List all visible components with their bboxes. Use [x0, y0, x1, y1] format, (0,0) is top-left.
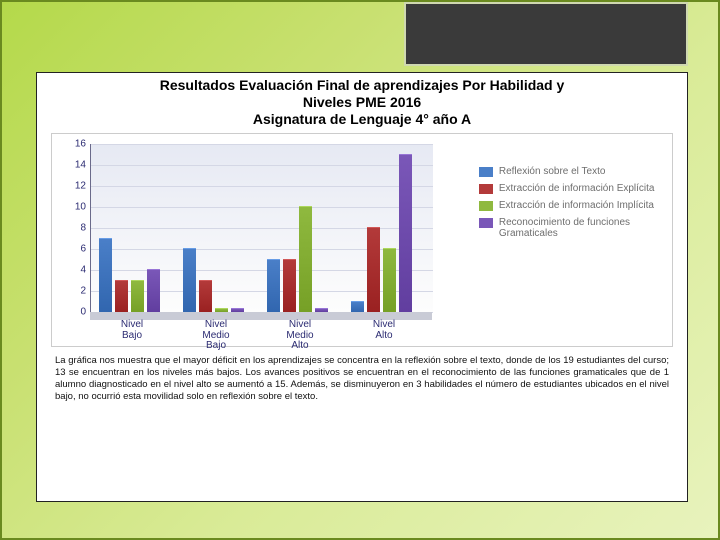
- y-tick: 0: [64, 307, 86, 318]
- bar: [283, 259, 296, 313]
- bar: [183, 248, 196, 312]
- chart-container: 0246810121416 NivelBajoNivelMedioBajoNiv…: [51, 133, 673, 347]
- legend-label: Extracción de información Implícita: [499, 200, 654, 211]
- bar: [367, 227, 380, 312]
- slide: Resultados Evaluación Final de aprendiza…: [0, 0, 720, 540]
- bar-chart: 0246810121416 NivelBajoNivelMedioBajoNiv…: [58, 140, 463, 340]
- bar: [351, 301, 364, 313]
- bar: [199, 280, 212, 313]
- legend-item: Reflexión sobre el Texto: [479, 166, 662, 177]
- bar: [99, 238, 112, 313]
- y-tick: 2: [64, 286, 86, 297]
- y-tick: 16: [64, 139, 86, 150]
- bar: [383, 248, 396, 312]
- y-tick: 12: [64, 181, 86, 192]
- legend-swatch: [479, 201, 493, 211]
- bar: [147, 269, 160, 312]
- plot-area: [90, 144, 433, 313]
- legend-label: Reflexión sobre el Texto: [499, 166, 606, 177]
- chart-title: Resultados Evaluación Final de aprendiza…: [77, 77, 647, 127]
- bar: [299, 206, 312, 312]
- x-category-label: NivelMedioBajo: [174, 320, 258, 352]
- legend-item: Extracción de información Implícita: [479, 200, 662, 211]
- legend-swatch: [479, 167, 493, 177]
- caption-text: La gráfica nos muestra que el mayor défi…: [55, 355, 669, 403]
- y-tick: 8: [64, 223, 86, 234]
- bar: [399, 154, 412, 313]
- y-tick: 4: [64, 265, 86, 276]
- bar: [131, 280, 144, 313]
- title-placeholder-box: [404, 2, 688, 66]
- x-category-label: NivelMedioAlto: [258, 320, 342, 352]
- y-tick: 14: [64, 160, 86, 171]
- legend-label: Extracción de información Explícita: [499, 183, 655, 194]
- title-line-2: Niveles PME 2016: [303, 94, 421, 110]
- legend-swatch: [479, 184, 493, 194]
- y-tick: 6: [64, 244, 86, 255]
- legend-item: Extracción de información Explícita: [479, 183, 662, 194]
- bar: [267, 259, 280, 313]
- content-panel: Resultados Evaluación Final de aprendiza…: [36, 72, 688, 502]
- y-tick: 10: [64, 202, 86, 213]
- title-line-3: Asignatura de Lenguaje 4° año A: [253, 111, 471, 127]
- bar: [115, 280, 128, 313]
- legend-swatch: [479, 218, 493, 228]
- legend: Reflexión sobre el Texto Extracción de in…: [463, 140, 666, 340]
- title-line-1: Resultados Evaluación Final de aprendiza…: [160, 77, 565, 93]
- legend-label: Reconocimiento de funciones Gramaticales: [499, 217, 662, 239]
- x-category-label: NivelBajo: [90, 320, 174, 341]
- x-category-label: NivelAlto: [342, 320, 426, 341]
- legend-item: Reconocimiento de funciones Gramaticales: [479, 217, 662, 239]
